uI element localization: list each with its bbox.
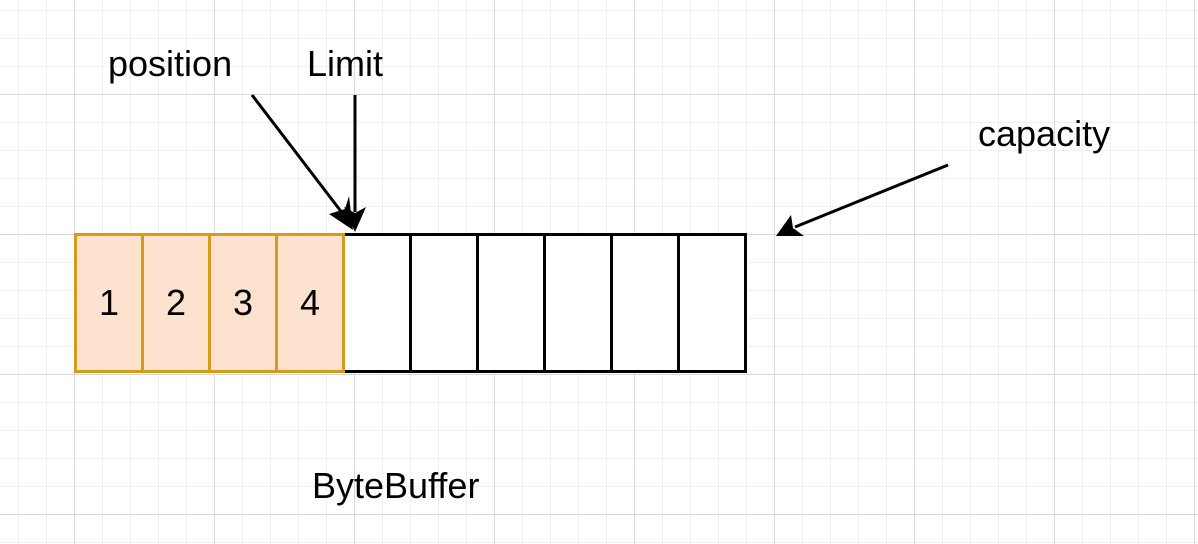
position-arrow bbox=[250, 94, 353, 230]
position-label: position bbox=[108, 43, 233, 84]
buffer-cell-filled: 3 bbox=[208, 233, 278, 373]
buffer-cell-filled: 1 bbox=[74, 233, 144, 373]
limit-arrow bbox=[344, 95, 366, 232]
byte-buffer: 1 2 3 4 bbox=[74, 233, 747, 373]
bytebuffer-caption: ByteBuffer bbox=[312, 465, 480, 506]
buffer-cell-empty bbox=[476, 233, 546, 373]
cell-value: 3 bbox=[232, 282, 254, 323]
buffer-cell-empty bbox=[543, 233, 613, 373]
buffer-cell-filled: 2 bbox=[141, 233, 211, 373]
cell-value: 1 bbox=[98, 282, 120, 323]
buffer-cell-filled: 4 bbox=[275, 233, 345, 373]
limit-label: Limit bbox=[307, 43, 384, 84]
capacity-label: capacity bbox=[978, 113, 1111, 154]
cell-value: 2 bbox=[165, 282, 187, 323]
cell-value: 4 bbox=[299, 282, 321, 323]
buffer-cell-empty bbox=[677, 233, 747, 373]
capacity-arrow bbox=[776, 163, 949, 236]
